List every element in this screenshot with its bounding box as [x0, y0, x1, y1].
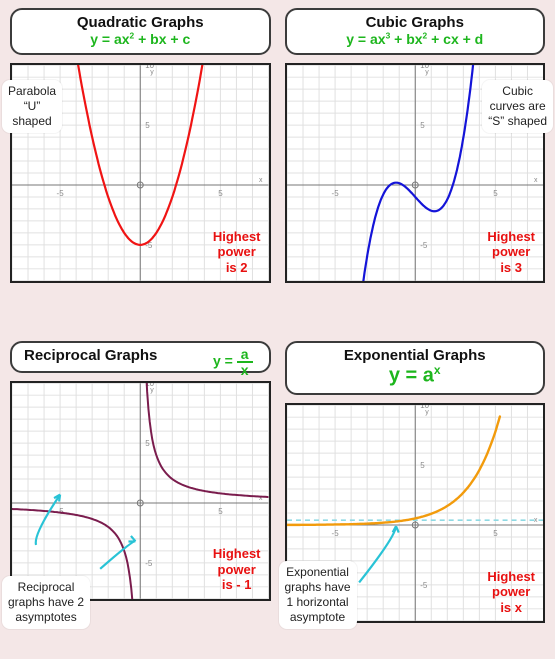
svg-text:5: 5 [420, 121, 425, 130]
svg-text:-5: -5 [420, 241, 428, 250]
svg-text:x: x [259, 177, 263, 184]
panel-reciprocal: Reciprocal Graphs y = ax -55-5510xy High… [10, 341, 271, 652]
svg-text:x: x [534, 177, 538, 184]
power-note-quadratic: Highest power is 2 [213, 229, 261, 276]
callout-quadratic: Parabola “U” shaped [2, 80, 62, 133]
svg-text:5: 5 [493, 189, 498, 198]
svg-text:-5: -5 [145, 559, 153, 568]
title-exponential: Exponential Graphs [293, 347, 538, 364]
svg-text:5: 5 [145, 121, 150, 130]
header-quadratic: Quadratic Graphs y = ax2 + bx + c [10, 8, 271, 55]
svg-text:y: y [425, 70, 429, 77]
panel-exponential: Exponential Graphs y = ax -55-5510xy Hig… [285, 341, 546, 652]
svg-text:y: y [425, 410, 429, 417]
callout-reciprocal: Reciprocal graphs have 2 asymptotes [2, 576, 90, 629]
svg-text:5: 5 [493, 529, 498, 538]
title-cubic: Cubic Graphs [293, 14, 538, 31]
svg-text:5: 5 [218, 507, 223, 516]
equation-reciprocal: y = ax [213, 347, 263, 377]
svg-text:-5: -5 [420, 581, 428, 590]
equation-exponential: y = ax [293, 364, 538, 388]
title-quadratic: Quadratic Graphs [18, 14, 263, 31]
graph-reciprocal: -55-5510xy Highest power is - 1 [10, 381, 271, 601]
svg-text:5: 5 [218, 189, 223, 198]
svg-text:y: y [150, 70, 154, 77]
header-exponential: Exponential Graphs y = ax [285, 341, 546, 396]
svg-text:y: y [150, 387, 154, 394]
panel-quadratic: Quadratic Graphs y = ax2 + bx + c -55-55… [10, 8, 271, 319]
header-cubic: Cubic Graphs y = ax3 + bx2 + cx + d [285, 8, 546, 55]
svg-text:x: x [534, 517, 538, 524]
header-reciprocal: Reciprocal Graphs y = ax [10, 341, 271, 373]
svg-text:-5: -5 [57, 189, 65, 198]
svg-text:5: 5 [145, 439, 150, 448]
power-note-exponential: Highest power is x [487, 569, 535, 616]
svg-text:-5: -5 [331, 189, 339, 198]
panel-cubic: Cubic Graphs y = ax3 + bx2 + cx + d -5 5 -… [285, 8, 546, 319]
title-reciprocal: Reciprocal Graphs [24, 347, 157, 364]
callout-cubic: Cubic curves are “S” shaped [482, 80, 553, 133]
power-note-reciprocal: Highest power is - 1 [213, 546, 261, 593]
equation-cubic: y = ax3 + bx2 + cx + d [293, 31, 538, 47]
equation-quadratic: y = ax2 + bx + c [18, 31, 263, 47]
svg-text:-5: -5 [331, 529, 339, 538]
svg-text:5: 5 [420, 461, 425, 470]
callout-exponential: Exponential graphs have 1 horizontal asy… [279, 561, 357, 629]
power-note-cubic: Highest power is 3 [487, 229, 535, 276]
